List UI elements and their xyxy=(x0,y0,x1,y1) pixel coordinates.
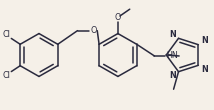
Text: O: O xyxy=(115,13,121,22)
Text: N: N xyxy=(201,65,208,74)
Text: HN: HN xyxy=(166,51,178,61)
Text: N: N xyxy=(169,71,176,80)
Text: Cl: Cl xyxy=(2,71,10,80)
Text: N: N xyxy=(201,36,208,45)
Text: N: N xyxy=(169,30,176,39)
Text: Cl: Cl xyxy=(2,30,10,39)
Text: O: O xyxy=(90,26,97,35)
